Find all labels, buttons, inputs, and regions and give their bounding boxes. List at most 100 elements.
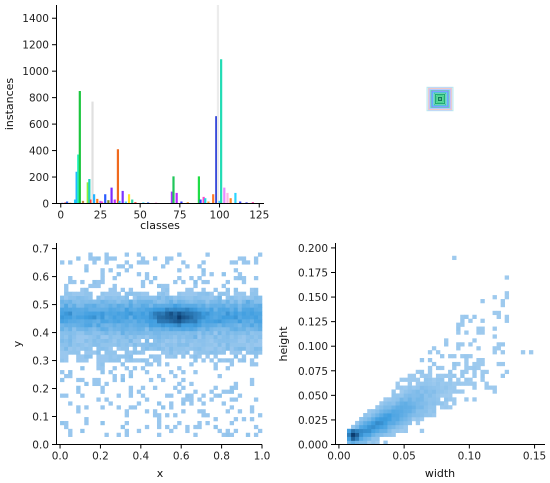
heat-cell [68, 326, 73, 332]
heat-cell [72, 303, 77, 308]
heat-cell [217, 307, 222, 312]
heat-cell [253, 432, 259, 437]
heat-cell [144, 295, 150, 300]
heat-cell [161, 299, 166, 304]
bar-class-23 [96, 198, 99, 204]
heat-cell [241, 334, 247, 340]
heat-cell [108, 323, 113, 328]
heat-cell [72, 350, 77, 355]
heat-cell [221, 346, 226, 351]
heat-cell [209, 330, 214, 336]
heat-cell [60, 342, 65, 347]
heat-cell [169, 370, 174, 375]
heat-cell [124, 342, 130, 347]
heat-cell [76, 326, 81, 332]
heat-cell [193, 330, 198, 336]
heat-cell [169, 319, 174, 324]
heat-cell [148, 303, 154, 308]
heat-cell [140, 346, 146, 351]
heat-cell [165, 362, 170, 367]
heat-cell [152, 319, 158, 324]
heat-cell [148, 279, 154, 285]
heat-cell [504, 318, 510, 323]
heat-cell [367, 413, 372, 418]
heat-cell [108, 326, 113, 332]
heat-cell [241, 276, 247, 281]
heat-cell [104, 256, 109, 261]
heat-cell [84, 319, 89, 324]
heat-cell [500, 373, 505, 378]
y-tick-label: 0 [42, 199, 49, 211]
heat-cell [185, 428, 190, 434]
bar-class-25 [99, 200, 102, 204]
heat-cell [221, 334, 226, 340]
heat-cell [76, 385, 81, 390]
heat-cell [92, 260, 97, 265]
heat-cell [363, 440, 368, 445]
heat-cell [181, 307, 186, 312]
heat-cell [257, 295, 263, 300]
heat-cell [156, 373, 162, 379]
bar-class-103 [223, 187, 226, 204]
heat-cell [213, 393, 218, 398]
heat-cell [92, 307, 97, 312]
heat-cell [177, 319, 182, 324]
heat-cell [249, 295, 255, 300]
heat-cell [64, 311, 69, 316]
heat-cell [80, 354, 85, 359]
heat-cell [112, 276, 117, 281]
heat-cell [185, 338, 190, 343]
bar-class-26 [100, 201, 104, 204]
heat-cell [193, 307, 198, 312]
heat-cell [391, 420, 396, 426]
heat-cell [92, 319, 97, 324]
y-tick-label: 600 [29, 119, 49, 131]
heat-cell [60, 350, 65, 355]
heat-cell [403, 413, 408, 418]
heat-cell [201, 287, 206, 292]
y-tick-label: 0.2 [32, 384, 49, 396]
heat-cell [233, 295, 239, 300]
heat-cell [257, 413, 263, 418]
heat-cell [403, 393, 408, 398]
heat-cell [148, 354, 154, 359]
heat-cell [257, 252, 263, 257]
heat-cell [504, 314, 510, 319]
heat-cell [152, 413, 158, 418]
heat-cell [391, 401, 396, 406]
heat-cell [464, 358, 469, 363]
heat-cell [92, 381, 97, 387]
heat-cell [104, 432, 109, 437]
heat-cell [76, 323, 81, 328]
heat-cell [221, 299, 226, 304]
heat-cell [371, 432, 376, 437]
heat-cell [403, 401, 408, 406]
heat-cell [484, 381, 489, 386]
heat-cell [221, 319, 226, 324]
heat-cell [60, 377, 65, 383]
heat-cell [448, 397, 453, 402]
heat-cell [229, 303, 235, 308]
heat-cell [407, 420, 412, 426]
heat-cell [249, 409, 255, 414]
heat-cell [403, 416, 408, 422]
heat-cell [132, 323, 138, 328]
heat-cell [132, 291, 138, 296]
heat-cell [72, 346, 77, 351]
heat-cell [169, 307, 174, 312]
heat-cell [173, 303, 178, 308]
heat-cell [84, 417, 89, 422]
heat-cell [173, 413, 178, 418]
x-tick-label: 0.2 [92, 451, 109, 463]
heat-cell [72, 311, 77, 316]
overlay-box [426, 86, 454, 112]
heat-cell [100, 319, 105, 324]
heat-cell [209, 303, 214, 308]
heat-cell [237, 319, 243, 324]
heat-cell [116, 342, 121, 347]
heat-cell [233, 303, 239, 308]
heat-cell [452, 354, 457, 359]
heat-cell [213, 350, 218, 355]
heat-cell [201, 307, 206, 312]
heat-cell [504, 291, 510, 296]
